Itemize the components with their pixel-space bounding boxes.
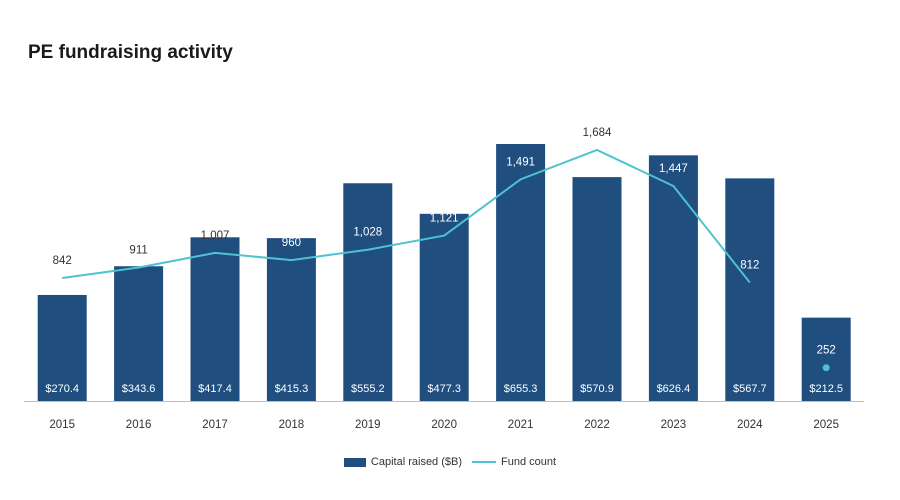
bar-2021 <box>496 144 546 401</box>
fund-count-label: 252 <box>817 345 836 357</box>
bar-2024 <box>725 178 775 401</box>
fund-count-label: 911 <box>129 245 147 257</box>
bar-value-label: $343.6 <box>122 383 156 395</box>
x-tick-label: 2023 <box>661 419 687 431</box>
fund-count-label: 1,684 <box>583 127 612 139</box>
bar-value-label: $415.3 <box>275 383 309 395</box>
bar-2018 <box>266 238 316 401</box>
x-tick-label: 2018 <box>279 419 305 431</box>
fund-count-label: 960 <box>282 237 301 249</box>
fund-count-point-2025 <box>822 364 830 372</box>
x-tick-label: 2015 <box>49 419 75 431</box>
bar-value-label: $477.3 <box>427 383 461 395</box>
chart-title: PE fundraising activity <box>28 42 233 63</box>
bar-value-label: $570.9 <box>580 383 614 395</box>
bar-2017 <box>190 237 240 401</box>
bar-value-label: $655.3 <box>504 383 538 395</box>
bar-2023 <box>648 155 698 401</box>
bar-value-label: $270.4 <box>45 383 79 395</box>
bar-2016 <box>114 266 164 401</box>
legend-label-fund-count: Fund count <box>501 456 557 468</box>
fund-count-label: 1,007 <box>201 230 230 242</box>
bar-value-label: $555.2 <box>351 383 385 395</box>
fund-count-label: 1,447 <box>659 163 688 175</box>
x-tick-label: 2017 <box>202 419 228 431</box>
fund-count-label: 1,491 <box>506 156 535 168</box>
bar-2020 <box>419 213 469 401</box>
fund-count-label: 1,121 <box>430 213 459 225</box>
legend-line-swatch <box>472 461 497 463</box>
x-tick-label: 2022 <box>584 419 610 431</box>
legend-bar-swatch <box>343 457 366 467</box>
x-tick-label: 2024 <box>737 419 763 431</box>
legend: Capital raised ($B) Fund count <box>0 456 900 468</box>
bar-value-label: $567.7 <box>733 383 767 395</box>
bar-value-label: $212.5 <box>809 383 843 395</box>
fund-count-label: 812 <box>740 260 759 272</box>
bar-2025 <box>801 317 851 401</box>
bar-value-label: $417.4 <box>198 383 232 395</box>
x-tick-label: 2016 <box>126 419 152 431</box>
fund-count-label: 1,028 <box>353 227 382 239</box>
x-tick-label: 2021 <box>508 419 534 431</box>
bar-2022 <box>572 177 622 401</box>
bar-2015 <box>37 294 87 401</box>
fund-count-line <box>62 148 751 284</box>
legend-item-fund-count: Fund count <box>472 456 556 468</box>
x-tick-label: 2019 <box>355 419 381 431</box>
bar-value-label: $626.4 <box>657 383 691 395</box>
legend-item-capital: Capital raised ($B) <box>343 456 463 468</box>
x-tick-label: 2025 <box>813 419 839 431</box>
legend-label-capital: Capital raised ($B) <box>370 456 463 468</box>
fund-count-label: 842 <box>53 255 72 267</box>
x-tick-label: 2020 <box>431 419 457 431</box>
bar-2019 <box>343 183 393 401</box>
